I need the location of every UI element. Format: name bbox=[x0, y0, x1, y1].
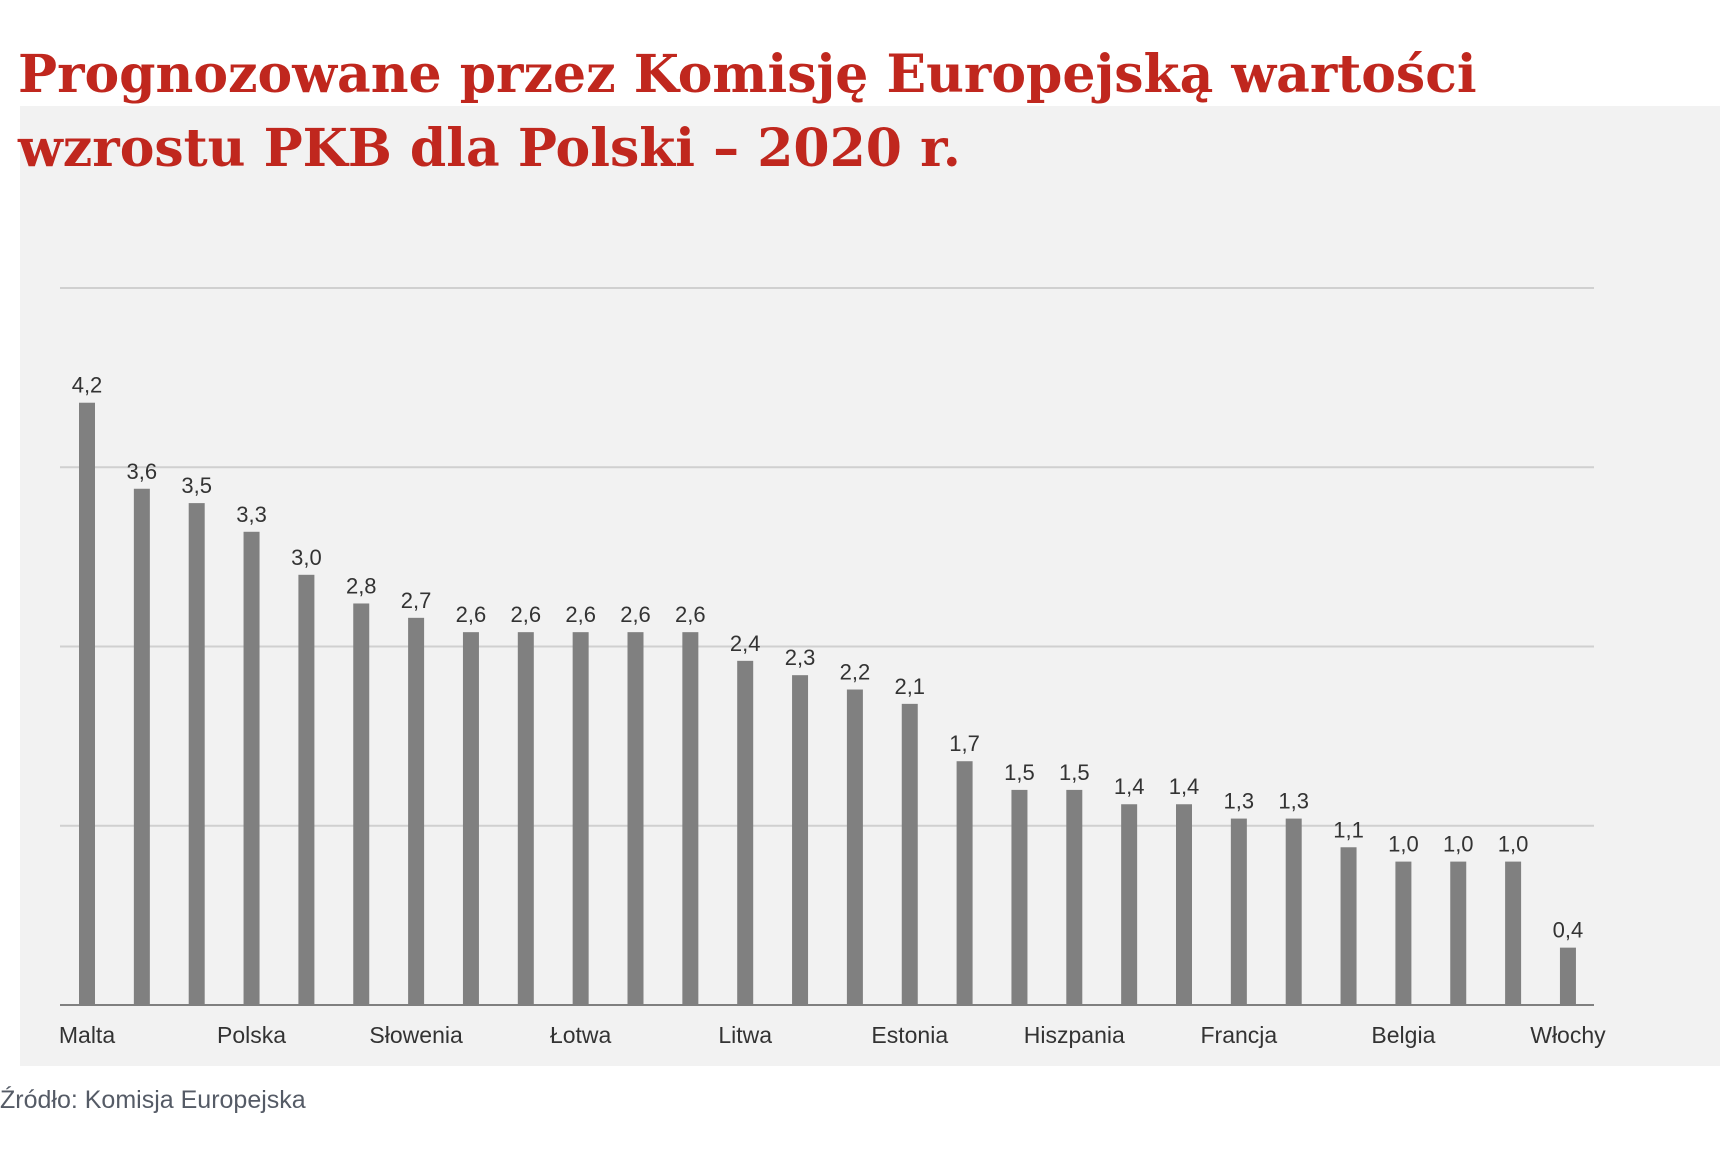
bar-2 bbox=[188, 503, 205, 1005]
value-label-24: 1,0 bbox=[1388, 832, 1419, 857]
chart-title-line-2: wzrostu PKB dla Polski – 2020 r. bbox=[18, 118, 961, 179]
bar-13 bbox=[792, 675, 809, 1005]
bar-18 bbox=[1066, 789, 1083, 1005]
bar-10 bbox=[627, 632, 644, 1005]
bar-1 bbox=[133, 488, 150, 1005]
value-label-21: 1,3 bbox=[1224, 789, 1255, 814]
value-label-12: 2,4 bbox=[730, 631, 761, 656]
bar-23 bbox=[1340, 847, 1357, 1005]
chart-title-line-1: Prognozowane przez Komisję Europejską wa… bbox=[18, 44, 1477, 105]
value-label-7: 2,6 bbox=[456, 602, 487, 627]
value-label-8: 2,6 bbox=[511, 602, 542, 627]
x-tick-label-12: Litwa bbox=[718, 1022, 772, 1048]
value-label-19: 1,4 bbox=[1114, 774, 1145, 799]
bar-7 bbox=[462, 632, 479, 1005]
bar-0 bbox=[79, 402, 95, 1006]
x-tick-label-3: Polska bbox=[217, 1022, 286, 1048]
value-label-15: 2,1 bbox=[894, 674, 925, 699]
value-label-5: 2,8 bbox=[346, 573, 377, 598]
x-tick-label-0: Malta bbox=[59, 1022, 115, 1048]
bar-24 bbox=[1395, 861, 1412, 1005]
x-tick-label-6: Słowenia bbox=[369, 1022, 463, 1048]
bar-17 bbox=[1011, 789, 1028, 1005]
value-label-16: 1,7 bbox=[949, 731, 980, 756]
bar-19 bbox=[1121, 804, 1138, 1005]
value-label-22: 1,3 bbox=[1278, 789, 1309, 814]
x-tick-label-15: Estonia bbox=[871, 1022, 948, 1048]
bar-5 bbox=[353, 603, 370, 1005]
bar-3 bbox=[243, 531, 260, 1005]
bar-15 bbox=[901, 703, 918, 1005]
value-label-1: 3,6 bbox=[127, 459, 158, 484]
bar-27 bbox=[1559, 947, 1576, 1005]
value-label-3: 3,3 bbox=[236, 502, 267, 527]
value-label-17: 1,5 bbox=[1004, 760, 1035, 785]
value-label-6: 2,7 bbox=[401, 588, 432, 613]
x-tick-label-9: Łotwa bbox=[550, 1022, 612, 1048]
chart-title: Prognozowane przez Komisję Europejską wa… bbox=[18, 38, 1618, 186]
value-label-25: 1,0 bbox=[1443, 832, 1474, 857]
value-label-13: 2,3 bbox=[785, 645, 816, 670]
bar-16 bbox=[956, 761, 973, 1005]
x-tick-label-27: Włochy bbox=[1530, 1022, 1606, 1048]
x-tick-label-18: Hiszpania bbox=[1024, 1022, 1125, 1048]
value-label-0: 4,2 bbox=[72, 373, 103, 398]
value-label-26: 1,0 bbox=[1498, 832, 1529, 857]
value-label-9: 2,6 bbox=[565, 602, 596, 627]
bar-4 bbox=[298, 574, 315, 1005]
value-label-2: 3,5 bbox=[181, 473, 212, 498]
bar-12 bbox=[737, 660, 754, 1005]
value-label-27: 0,4 bbox=[1553, 918, 1584, 943]
bar-9 bbox=[572, 632, 589, 1005]
value-label-23: 1,1 bbox=[1333, 817, 1364, 842]
bar-14 bbox=[846, 689, 863, 1005]
value-label-18: 1,5 bbox=[1059, 760, 1090, 785]
source-note: Źródło: Komisja Europejska bbox=[0, 1086, 306, 1114]
bar-26 bbox=[1505, 861, 1522, 1005]
value-label-20: 1,4 bbox=[1169, 774, 1200, 799]
value-label-11: 2,6 bbox=[675, 602, 706, 627]
x-tick-label-21: Francja bbox=[1200, 1022, 1277, 1048]
bar-25 bbox=[1450, 861, 1467, 1005]
bar-11 bbox=[682, 632, 699, 1005]
bar-8 bbox=[517, 632, 534, 1005]
x-tick-label-24: Belgia bbox=[1371, 1022, 1435, 1048]
bar-6 bbox=[408, 617, 425, 1005]
bar-21 bbox=[1230, 818, 1247, 1005]
bar-22 bbox=[1285, 818, 1302, 1005]
value-label-14: 2,2 bbox=[840, 660, 871, 685]
value-label-10: 2,6 bbox=[620, 602, 651, 627]
value-label-4: 3,0 bbox=[291, 545, 322, 570]
bar-20 bbox=[1176, 804, 1192, 1005]
